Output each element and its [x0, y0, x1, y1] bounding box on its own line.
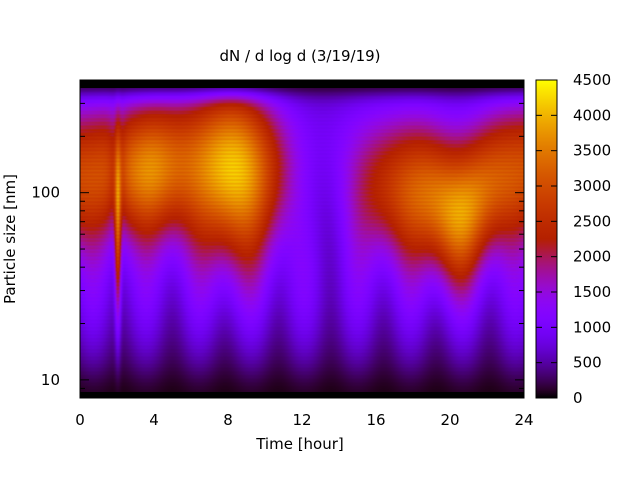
x-tick-label: 12 [292, 411, 311, 429]
colorbar-tick-label: 500 [573, 354, 602, 372]
colorbar-tick-label: 4000 [573, 106, 611, 124]
colorbar-frame [535, 79, 558, 399]
colorbar-tick-label: 2000 [573, 248, 611, 266]
heatmap-raster [80, 88, 524, 392]
x-axis-label: Time [hour] [255, 435, 344, 453]
x-tick-label: 4 [149, 411, 159, 429]
colorbar-tick-label: 1000 [573, 318, 611, 336]
x-tick-label: 0 [75, 411, 85, 429]
y-tick-label: 10 [41, 371, 60, 389]
colorbar-tick-label: 3000 [573, 177, 611, 195]
chart-title: dN / d log d (3/19/19) [219, 47, 380, 65]
y-axis-ticks: 10 100 [31, 79, 524, 399]
colorbar-tick-label: 4500 [573, 71, 611, 89]
y-axis-label: Particle size [nm] [1, 174, 19, 304]
colorbar: 0 500 1000 1500 2000 2500 3000 3500 4000 4500 [535, 71, 611, 407]
colorbar-ticks: 0 500 1000 1500 2000 2500 3000 3500 4000 4500 [536, 71, 611, 407]
colorbar-tick-label: 3500 [573, 142, 611, 160]
x-tick-label: 24 [514, 411, 533, 429]
plot-area [79, 79, 525, 399]
x-axis-ticks: 0 4 8 12 16 20 24 [75, 80, 534, 429]
colorbar-fill [536, 80, 557, 398]
colorbar-tick-label: 2500 [573, 212, 611, 230]
colorbar-tick-label: 1500 [573, 283, 611, 301]
y-tick-label: 100 [31, 184, 60, 202]
x-tick-label: 16 [366, 411, 385, 429]
colorbar-tick-label: 0 [573, 389, 583, 407]
x-tick-label: 20 [440, 411, 459, 429]
x-tick-label: 8 [223, 411, 233, 429]
